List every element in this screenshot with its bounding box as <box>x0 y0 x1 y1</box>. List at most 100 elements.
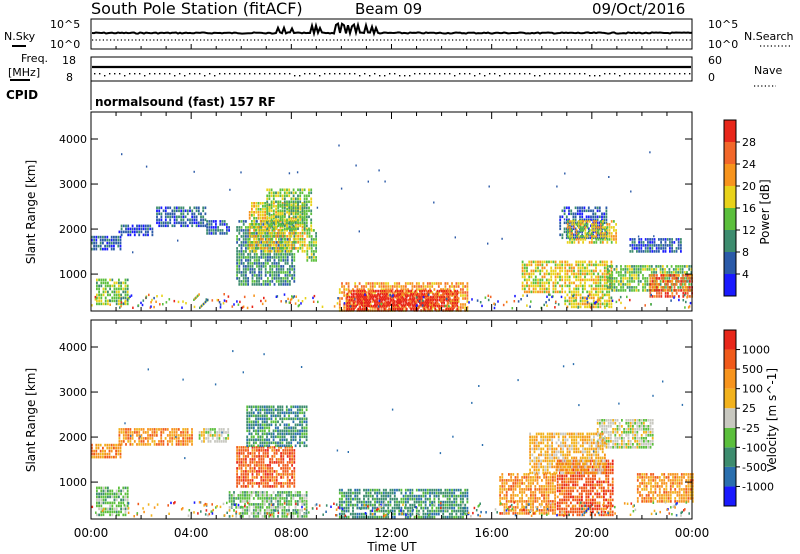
heatmap-cell <box>664 250 667 253</box>
heatmap-cell <box>288 244 291 247</box>
heatmap-cell <box>387 282 390 285</box>
heatmap-cell <box>227 437 230 440</box>
heatmap-cell <box>226 226 228 229</box>
heatmap-cell <box>185 302 187 305</box>
heatmap-cell <box>375 289 377 293</box>
heatmap-cell <box>292 244 295 247</box>
heatmap-cell <box>279 188 282 192</box>
heatmap-cell <box>364 307 366 311</box>
heatmap-cell <box>255 223 258 226</box>
heatmap-cell <box>361 301 363 304</box>
heatmap-cell <box>267 259 269 262</box>
heatmap-cell <box>552 260 555 264</box>
heatmap-cell <box>664 286 666 289</box>
heatmap-cell <box>602 241 604 244</box>
heatmap-cell <box>113 495 116 499</box>
heatmap-cell <box>280 476 282 479</box>
heatmap-cell <box>576 221 579 225</box>
heatmap-cell <box>109 513 111 517</box>
heatmap-cell <box>561 278 564 282</box>
heatmap-cell <box>376 300 378 303</box>
heatmap-cell <box>604 232 606 235</box>
heatmap-cell <box>198 434 201 437</box>
heatmap-cell <box>408 289 410 293</box>
heatmap-cell <box>464 285 467 288</box>
heatmap-cell <box>275 280 278 283</box>
heatmap-cell <box>266 420 268 424</box>
heatmap-cell <box>245 247 247 250</box>
heatmap-cell <box>263 420 266 424</box>
colorbar-swatch <box>724 252 736 274</box>
heatmap-cell <box>595 232 598 235</box>
heatmap-cell <box>586 278 589 282</box>
heatmap-cell <box>566 278 569 282</box>
heatmap-cell <box>191 440 193 443</box>
heatmap-cell <box>379 295 382 299</box>
heatmap-cell <box>382 303 385 306</box>
heatmap-cell <box>281 247 284 250</box>
heatmap-cell <box>353 292 355 296</box>
heatmap-cell <box>171 440 174 443</box>
heatmap-cell <box>649 244 651 247</box>
heatmap-cell <box>240 220 243 223</box>
heatmap-cell <box>396 303 398 306</box>
heatmap-cell <box>222 440 225 443</box>
heatmap-cell <box>286 229 288 232</box>
heatmap-cell <box>564 299 567 303</box>
heatmap-cell <box>453 300 456 303</box>
heatmap-cell <box>113 510 116 514</box>
heatmap-cell <box>379 304 382 308</box>
heatmap-cell <box>291 482 293 485</box>
heatmap-cell <box>668 268 671 271</box>
heatmap-cell <box>292 226 295 229</box>
heatmap-cell <box>115 513 118 517</box>
heatmap-cell <box>361 289 364 293</box>
heatmap-cell <box>679 286 682 289</box>
heatmap-cell <box>236 449 238 452</box>
heatmap-cell <box>575 272 578 276</box>
heatmap-cell <box>275 218 277 222</box>
heatmap-cell <box>166 440 169 443</box>
heatmap-cell <box>299 438 301 442</box>
heatmap-cell <box>281 420 284 424</box>
nave-point <box>104 75 106 77</box>
heatmap-cell <box>568 218 570 222</box>
heatmap-cell <box>635 274 638 277</box>
heatmap-cell <box>445 297 448 301</box>
heatmap-cell <box>100 513 103 517</box>
heatmap-cell <box>487 298 490 302</box>
heatmap-cell <box>127 437 130 440</box>
heatmap-cell <box>122 437 125 440</box>
nave-trace <box>94 73 691 77</box>
heatmap-cell <box>575 284 578 288</box>
heatmap-cell <box>250 405 253 409</box>
heatmap-cell <box>651 277 654 280</box>
heatmap-cell <box>350 292 353 296</box>
heatmap-cell <box>591 238 593 241</box>
heatmap-cell <box>590 224 592 228</box>
heatmap-cell <box>262 202 264 205</box>
heatmap-cell <box>552 269 555 273</box>
heatmap-cell <box>259 238 262 241</box>
heatmap-cell <box>253 256 256 259</box>
heatmap-cell <box>171 224 174 228</box>
heatmap-cell <box>392 294 394 297</box>
heatmap-cell <box>257 211 260 214</box>
heatmap-cell <box>264 274 267 277</box>
heatmap-cell <box>348 298 351 302</box>
heatmap-cell <box>245 464 247 467</box>
heatmap-cell <box>248 232 251 235</box>
heatmap-cell <box>167 224 169 228</box>
heatmap-cell <box>599 287 602 291</box>
nave-point <box>354 73 356 75</box>
heatmap-cell <box>278 253 280 256</box>
heatmap-cell <box>305 429 308 433</box>
heatmap-cell <box>418 285 420 288</box>
heatmap-cell <box>283 432 286 436</box>
heatmap-cell <box>559 272 561 276</box>
heatmap-cell <box>346 307 349 311</box>
heatmap-cell <box>257 411 260 415</box>
heatmap-cell <box>98 299 100 303</box>
heatmap-cell <box>374 303 376 306</box>
heatmap-cell <box>566 269 569 273</box>
